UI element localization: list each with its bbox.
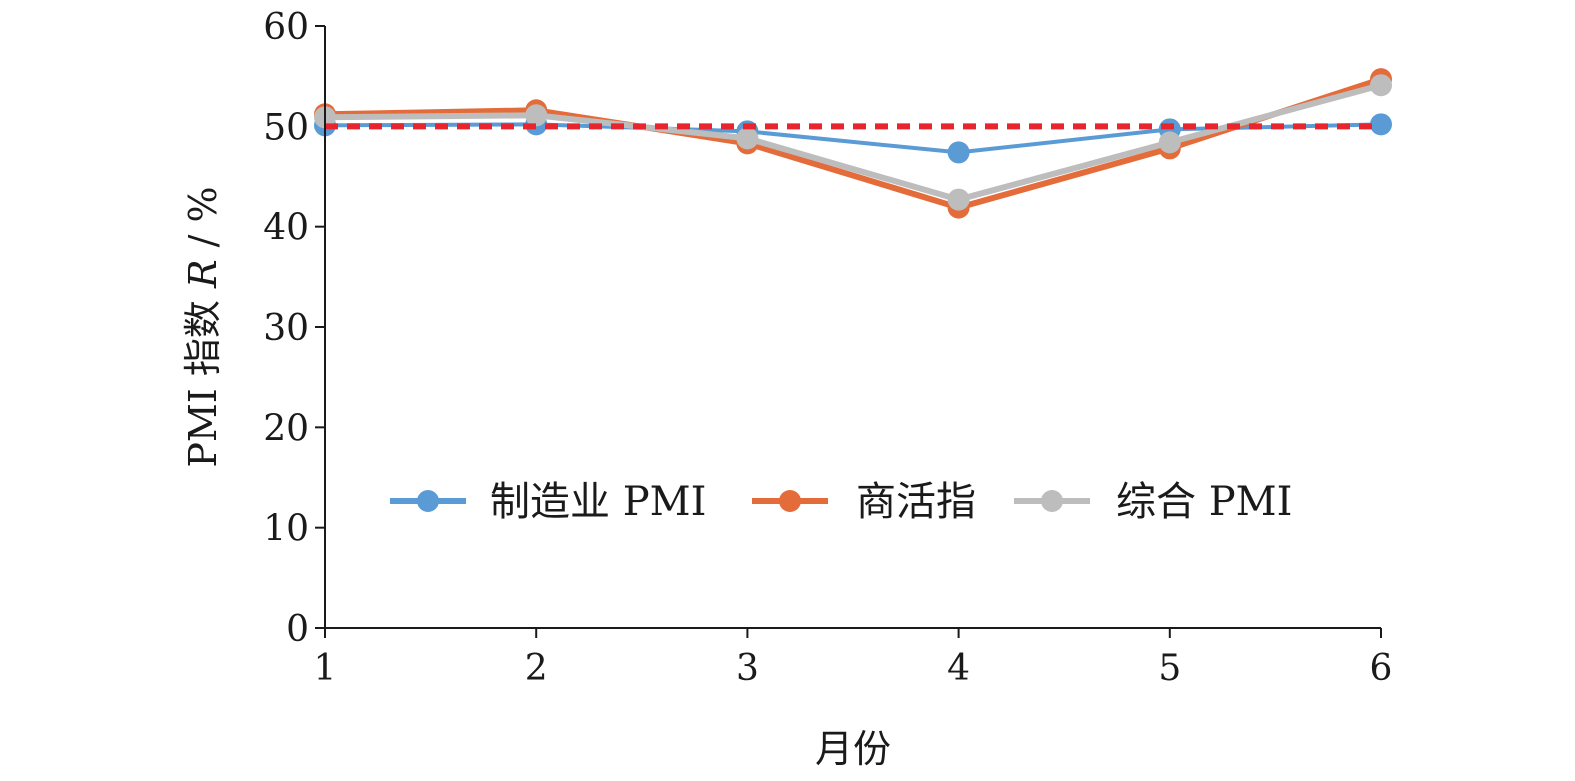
y-tick-label: 60 <box>263 7 309 48</box>
x-tick-label: 6 <box>1370 648 1393 689</box>
data-point <box>947 188 970 211</box>
series-line <box>324 76 1382 211</box>
y-tick-label: 0 <box>286 609 309 650</box>
y-axis-ticks: 0 10 20 30 40 50 60 <box>263 7 325 650</box>
x-axis-ticks: 1 2 3 4 5 6 <box>314 628 1393 689</box>
series-line <box>324 82 1382 203</box>
y-axis-title-variable: R <box>181 259 225 289</box>
x-tick-label: 3 <box>736 648 759 689</box>
y-tick-label: 10 <box>263 509 309 550</box>
legend-swatch-marker <box>417 490 439 512</box>
y-axis-title: PMI 指数 R / % <box>181 186 225 467</box>
data-point <box>1158 131 1181 154</box>
series-layer <box>314 68 1392 219</box>
x-axis-title: 月份 <box>815 727 891 771</box>
x-tick-label: 5 <box>1158 648 1181 689</box>
legend-label: 综合 PMI <box>1116 479 1292 525</box>
y-tick-label: 30 <box>263 308 309 349</box>
legend: 制造业 PMI 商活指 综合 PMI <box>384 479 1292 525</box>
data-point <box>1370 113 1392 136</box>
x-tick-label: 4 <box>947 648 970 689</box>
data-point <box>1370 74 1392 97</box>
data-point <box>525 104 548 127</box>
y-tick-label: 50 <box>263 107 309 148</box>
x-tick-label: 1 <box>314 648 337 689</box>
y-tick-label: 20 <box>263 408 309 449</box>
y-axis-title-suffix: / % <box>181 186 225 259</box>
data-point <box>947 141 970 164</box>
legend-label: 制造业 PMI <box>490 479 706 525</box>
y-tick-label: 40 <box>263 208 309 249</box>
legend-swatch-marker <box>779 490 801 512</box>
data-point <box>736 127 759 150</box>
legend-swatch-marker <box>1041 490 1063 512</box>
legend-label: 商活指 <box>856 479 976 525</box>
x-tick-label: 2 <box>525 648 548 689</box>
y-axis-title-prefix: PMI 指数 <box>181 288 225 468</box>
